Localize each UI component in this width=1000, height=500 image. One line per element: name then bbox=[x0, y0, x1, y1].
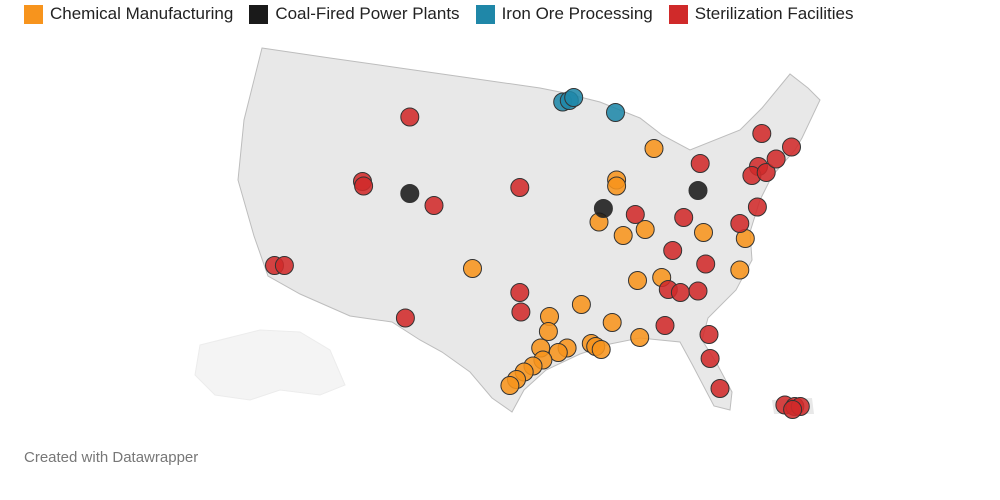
facility-point bbox=[571, 295, 591, 314]
facility-point bbox=[747, 197, 767, 217]
legend-label: Iron Ore Processing bbox=[501, 4, 653, 23]
facility-point bbox=[628, 271, 647, 290]
facility-point bbox=[274, 256, 294, 275]
facility-point bbox=[635, 220, 655, 239]
facility-point bbox=[782, 137, 801, 157]
legend-swatch bbox=[249, 4, 269, 24]
facility-point bbox=[424, 196, 444, 215]
legend-item: Coal-Fired Power Plants bbox=[249, 4, 460, 24]
facility-point bbox=[511, 302, 531, 322]
legend-label: Chemical Manufacturing bbox=[50, 4, 234, 23]
facility-point bbox=[688, 181, 708, 200]
facility-point bbox=[400, 107, 420, 127]
map bbox=[194, 47, 821, 419]
facility-point bbox=[625, 205, 645, 224]
facility-point bbox=[644, 139, 664, 158]
legend-item: Sterilization Facilities bbox=[668, 4, 854, 24]
facility-point bbox=[783, 400, 803, 419]
facility-point bbox=[354, 176, 374, 196]
legend-item: Chemical Manufacturing bbox=[24, 4, 233, 24]
facility-point bbox=[710, 379, 730, 398]
facility-point bbox=[696, 254, 716, 274]
alaska-shape bbox=[194, 329, 346, 401]
facility-point bbox=[700, 349, 720, 368]
legend: Chemical Manufacturing Coal-Fired Power P… bbox=[24, 4, 853, 24]
points-layer bbox=[265, 88, 810, 419]
credit: Created with Datawrapper bbox=[24, 449, 199, 466]
facility-point bbox=[591, 340, 611, 359]
facility-point bbox=[630, 328, 650, 347]
facility-point bbox=[613, 226, 633, 245]
facility-point bbox=[607, 176, 627, 196]
facility-point bbox=[564, 88, 584, 107]
facility-point bbox=[602, 313, 622, 332]
facility-point bbox=[756, 163, 776, 182]
facility-point bbox=[730, 260, 750, 280]
facility-point bbox=[548, 343, 568, 362]
facility-point bbox=[674, 208, 694, 227]
facility-point bbox=[730, 214, 750, 233]
facility-point bbox=[500, 376, 520, 395]
legend-swatch bbox=[24, 4, 43, 24]
legend-label: Sterilization Facilities bbox=[694, 4, 854, 23]
facility-point bbox=[395, 308, 415, 328]
legend-swatch bbox=[668, 4, 688, 24]
facility-point bbox=[694, 223, 713, 242]
facility-point bbox=[655, 316, 675, 335]
facility-point bbox=[510, 283, 530, 302]
facility-point bbox=[400, 184, 420, 203]
facility-point bbox=[752, 124, 772, 143]
legend-item: Iron Ore Processing bbox=[475, 4, 653, 24]
legend-swatch bbox=[475, 4, 495, 24]
facility-point bbox=[663, 241, 683, 260]
facility-point bbox=[699, 325, 719, 344]
facility-point bbox=[510, 178, 530, 197]
facility-point bbox=[606, 103, 625, 122]
facility-point bbox=[593, 199, 613, 218]
facility-point bbox=[766, 149, 786, 169]
legend-label: Coal-Fired Power Plants bbox=[275, 4, 460, 23]
facility-point bbox=[463, 259, 482, 278]
facility-point bbox=[688, 281, 708, 301]
facility-point bbox=[670, 283, 690, 302]
facility-point bbox=[690, 154, 710, 173]
facility-point bbox=[538, 322, 558, 341]
